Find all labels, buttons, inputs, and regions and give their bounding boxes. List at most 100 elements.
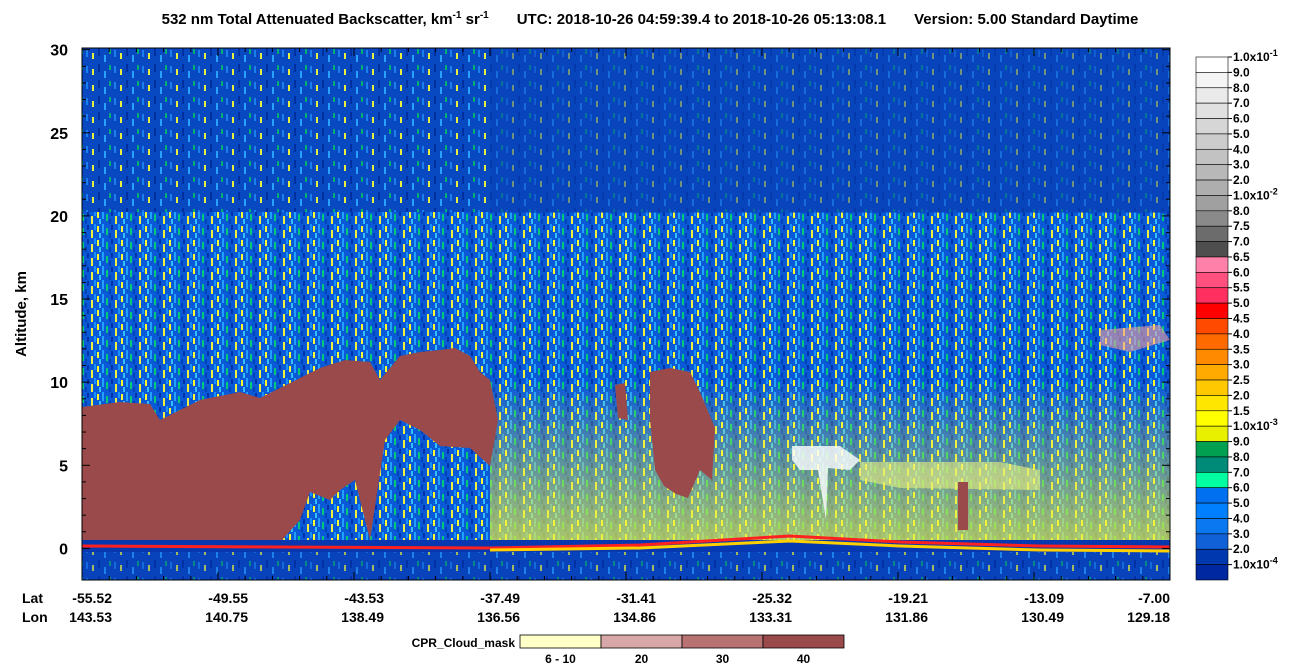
- colorbar-label-base: 3.0: [1233, 527, 1250, 541]
- colorbar-label: 2.0: [1233, 388, 1250, 402]
- cloud-mask-swatch: [681, 634, 764, 649]
- title-sup: -1: [480, 10, 489, 21]
- title-text: 532 nm Total Attenuated Backscatter, km: [162, 11, 453, 28]
- colorbar-swatch: [1195, 333, 1229, 350]
- colorbar-label-base: 4.0: [1233, 511, 1250, 525]
- colorbar-swatch: [1195, 210, 1229, 227]
- colorbar-label: 8.0: [1233, 81, 1250, 95]
- colorbar-swatch: [1195, 241, 1229, 258]
- cloud-mask-label: 6 - 10: [545, 652, 576, 666]
- colorbar-swatch: [1195, 456, 1229, 473]
- colorbar-label: 2.0: [1233, 173, 1250, 187]
- colorbar-label: 5.0: [1233, 496, 1250, 510]
- colorbar-label: 3.0: [1233, 358, 1250, 372]
- colorbar-label: 4.5: [1233, 312, 1250, 326]
- colorbar-label-exp: -4: [1270, 556, 1278, 566]
- chart-title: 532 nm Total Attenuated Backscatter, km-…: [162, 10, 1139, 28]
- colorbar-label-base: 8.0: [1233, 204, 1250, 218]
- colorbar-label-base: 7.5: [1233, 219, 1250, 233]
- colorbar-label: 6.0: [1233, 265, 1250, 279]
- colorbar-swatch: [1195, 287, 1229, 304]
- lon-label: 129.18: [1127, 609, 1170, 625]
- lon-label: 136.56: [477, 609, 520, 625]
- colorbar-swatch: [1195, 441, 1229, 458]
- colorbar-label-base: 6.0: [1233, 481, 1250, 495]
- colorbar-swatch: [1195, 348, 1229, 365]
- colorbar-label: 9.0: [1233, 65, 1250, 79]
- colorbar-label-base: 5.0: [1233, 296, 1250, 310]
- colorbar-swatch: [1195, 164, 1229, 181]
- colorbar-label-base: 3.0: [1233, 358, 1250, 372]
- colorbar-label: 8.0: [1233, 204, 1250, 218]
- colorbar-label: 7.0: [1233, 96, 1250, 110]
- colorbar-label: 4.0: [1233, 142, 1250, 156]
- colorbar-swatch: [1195, 102, 1229, 119]
- cloud-mask-swatch: [519, 634, 602, 649]
- colorbar-label-base: 1.0x10: [1233, 50, 1270, 64]
- colorbar-label-base: 5.5: [1233, 281, 1250, 295]
- y-tick-label: 5: [59, 458, 68, 475]
- colorbar-swatch: [1195, 472, 1229, 489]
- colorbar-label: 1.0x10-1: [1233, 48, 1278, 64]
- y-tick-label: 20: [50, 209, 68, 226]
- colorbar-label: 5.5: [1233, 281, 1250, 295]
- lon-label: 130.49: [1021, 609, 1064, 625]
- colorbar-label: 7.0: [1233, 465, 1250, 479]
- colorbar-label-base: 9.0: [1233, 65, 1250, 79]
- colorbar-swatch: [1195, 548, 1229, 565]
- title-sup: -1: [453, 10, 462, 21]
- colorbar-swatch: [1195, 364, 1229, 381]
- colorbar-swatch: [1195, 502, 1229, 519]
- colorbar-swatch: [1195, 256, 1229, 273]
- colorbar-label: 6.0: [1233, 481, 1250, 495]
- colorbar-label-base: 8.0: [1233, 81, 1250, 95]
- cloud-mask-swatch: [762, 634, 845, 649]
- title-version: Version: 5.00 Standard Daytime: [914, 11, 1138, 28]
- colorbar-label-base: 1.0x10: [1233, 558, 1270, 572]
- colorbar-label-base: 7.0: [1233, 96, 1250, 110]
- lat-label: -25.32: [752, 590, 792, 606]
- colorbar-swatch: [1195, 148, 1229, 165]
- colorbar-swatch: [1195, 379, 1229, 396]
- colorbar-label-base: 1.5: [1233, 404, 1250, 418]
- colorbar-label-base: 6.0: [1233, 112, 1250, 126]
- colorbar-swatch: [1195, 56, 1229, 73]
- colorbar-label: 7.5: [1233, 219, 1250, 233]
- lat-label: -19.21: [888, 590, 928, 606]
- colorbar-label: 6.5: [1233, 250, 1250, 264]
- colorbar-swatch: [1195, 533, 1229, 550]
- colorbar-swatch: [1195, 487, 1229, 504]
- lon-label: 131.86: [885, 609, 928, 625]
- colorbar-label: 8.0: [1233, 450, 1250, 464]
- y-axis-label: Altitude, km: [13, 271, 30, 357]
- colorbar-swatch: [1195, 72, 1229, 89]
- colorbar-label: 6.0: [1233, 112, 1250, 126]
- cloud-mask-label: 30: [716, 652, 730, 666]
- y-tick-label: 10: [50, 375, 68, 392]
- x-row-label: Lat: [22, 590, 43, 606]
- cloud-mask-label: 20: [635, 652, 649, 666]
- colorbar-label-base: 3.0: [1233, 158, 1250, 172]
- lon-label: 133.31: [749, 609, 792, 625]
- colorbar-swatch: [1195, 272, 1229, 289]
- colorbar-label: 1.5: [1233, 404, 1250, 418]
- colorbar-swatch: [1195, 87, 1229, 104]
- colorbar-label-base: 4.0: [1233, 327, 1250, 341]
- colorbar-label-base: 3.5: [1233, 342, 1250, 356]
- lat-label: -31.41: [616, 590, 656, 606]
- colorbar-label: 2.0: [1233, 542, 1250, 556]
- colorbar-label: 9.0: [1233, 435, 1250, 449]
- colorbar-label: 1.0x10-3: [1233, 417, 1278, 433]
- lon-label: 134.86: [613, 609, 656, 625]
- colorbar-swatch: [1195, 564, 1229, 581]
- colorbar-label: 5.0: [1233, 296, 1250, 310]
- colorbar-swatch: [1195, 302, 1229, 319]
- cloud-mask-legend: CPR_Cloud_mask 6 - 10 20 30 40: [412, 634, 845, 666]
- colorbar-label-base: 7.0: [1233, 235, 1250, 249]
- lat-label: -43.53: [344, 590, 384, 606]
- title-text: sr: [461, 11, 480, 28]
- lon-label: 140.75: [205, 609, 248, 625]
- colorbar-label-base: 2.0: [1233, 173, 1250, 187]
- title-time: UTC: 2018-10-26 04:59:39.4 to 2018-10-26…: [517, 11, 886, 28]
